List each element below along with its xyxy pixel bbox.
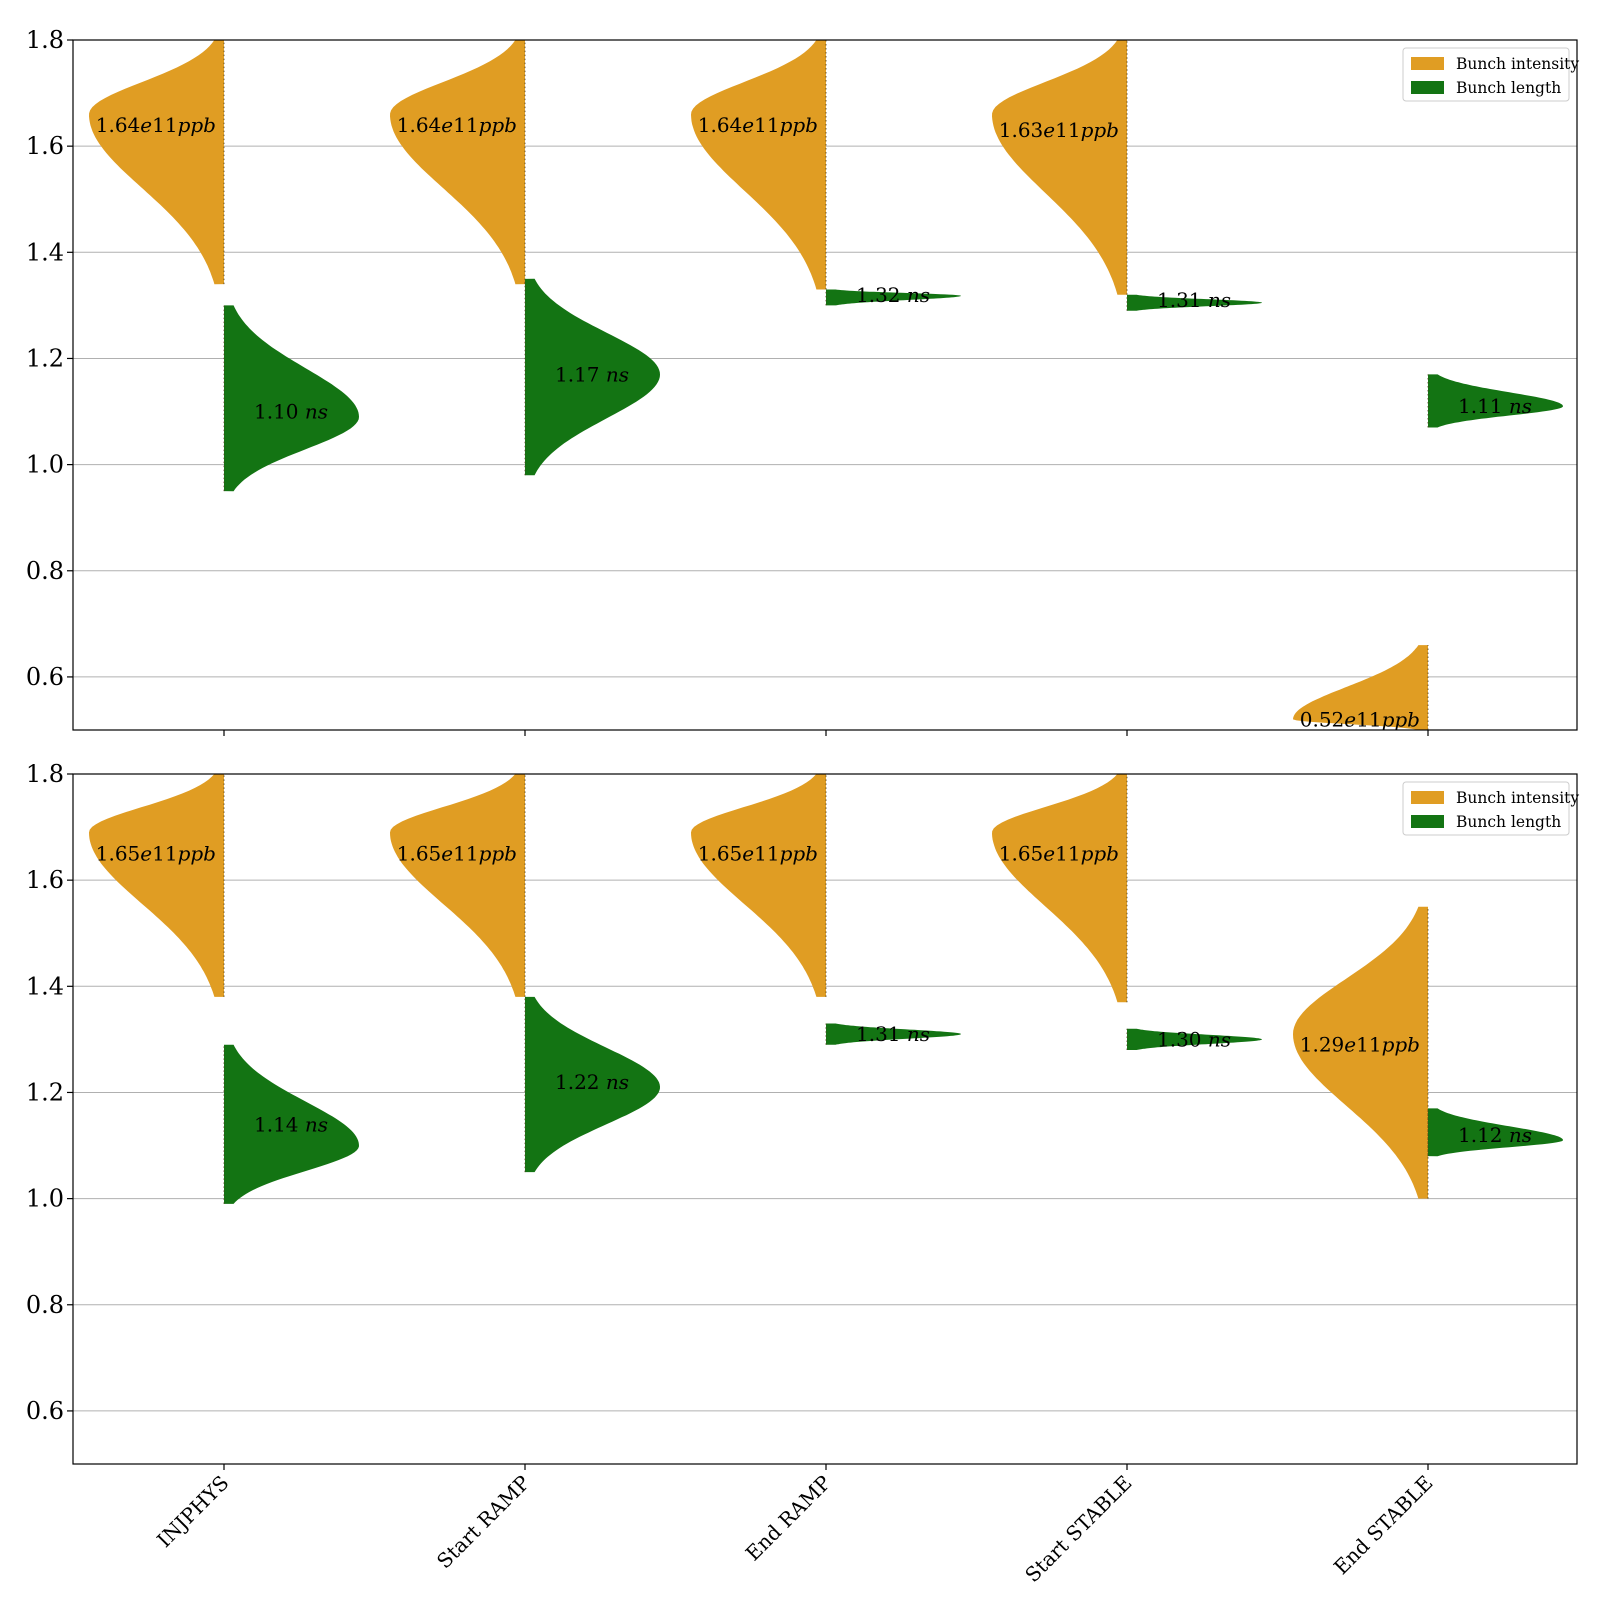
legend-label: Bunch intensity	[1456, 789, 1579, 807]
length-value-label: 1.12 ns	[1458, 1123, 1532, 1147]
violin-length-end-ramp	[826, 1023, 961, 1045]
length-value-label: 1.22 ns	[555, 1070, 629, 1094]
intensity-value-label: 0.52e11ppb	[1300, 707, 1420, 731]
intensity-value-label: 1.64e11ppb	[96, 113, 216, 137]
violin-length-injphys	[224, 1044, 359, 1204]
length-value-label: 1.11 ns	[1458, 394, 1532, 418]
length-value-label: 1.30 ns	[1157, 1027, 1231, 1051]
legend-swatch	[1411, 815, 1444, 828]
axes-frame	[72, 39, 1578, 731]
violin-length-start-ramp	[525, 996, 660, 1173]
panel-1: 0.6 0.8 1.0 1.2 1.4 1.6 1.8 1.64e11ppb 1.64e11pp…	[26, 26, 1579, 736]
y-tick-label: 1.6	[26, 866, 64, 894]
legend-swatch	[1411, 57, 1444, 70]
length-value-label: 1.17 ns	[555, 362, 629, 386]
plot-area	[89, 40, 1563, 730]
violin-intensity-injphys	[89, 774, 224, 997]
violin-length-end-ramp	[826, 289, 961, 306]
legend-label: Bunch length	[1456, 79, 1561, 97]
intensity-value-label: 1.64e11ppb	[397, 113, 517, 137]
legend-frame	[1402, 47, 1570, 102]
x-tick-label: INJPHYS	[152, 1471, 233, 1552]
y-tick-label: 1.2	[26, 344, 64, 372]
legend-label: Bunch length	[1456, 813, 1561, 831]
length-value-label: 1.32 ns	[856, 283, 930, 307]
legend: Bunch intensity Bunch length	[1402, 47, 1579, 102]
violin-intensity-end-ramp	[691, 774, 826, 997]
legend-label: Bunch intensity	[1456, 55, 1579, 73]
violin-length-start-ramp	[525, 278, 660, 476]
y-tick-label: 1.0	[26, 451, 64, 479]
y-tick-label: 1.8	[26, 760, 64, 788]
length-value-label: 1.14 ns	[254, 1112, 328, 1136]
intensity-value-label: 1.64e11ppb	[698, 113, 818, 137]
legend: Bunch intensity Bunch length	[1402, 781, 1579, 836]
violin-length-start-stable	[1127, 294, 1262, 311]
y-tick-label: 0.6	[26, 1397, 64, 1425]
length-value-label: 1.31 ns	[856, 1022, 930, 1046]
y-tick-label: 1.4	[26, 972, 64, 1000]
violin-length-end-stable	[1428, 374, 1563, 428]
intensity-value-label: 1.65e11ppb	[698, 842, 818, 866]
x-tick-label: Start STABLE	[1020, 1471, 1136, 1587]
intensity-value-label: 1.63e11ppb	[999, 118, 1119, 142]
y-tick-label: 1.4	[26, 238, 64, 266]
y-tick-label: 1.2	[26, 1078, 64, 1106]
violin-intensity-start-ramp	[390, 774, 525, 997]
violin-intensity-start-stable	[992, 774, 1127, 1003]
legend-swatch	[1411, 81, 1444, 94]
axes-frame	[72, 773, 1578, 1465]
x-tick-label: End STABLE	[1329, 1471, 1438, 1580]
y-tick-label: 1.0	[26, 1185, 64, 1213]
intensity-value-label: 1.65e11ppb	[96, 842, 216, 866]
y-tick-label: 0.8	[26, 557, 64, 585]
violin-length-injphys	[224, 305, 359, 492]
intensity-value-label: 1.65e11ppb	[397, 842, 517, 866]
violin-intensity-end-stable	[1293, 645, 1428, 730]
violin-intensity-end-stable	[1293, 906, 1428, 1199]
y-tick-label: 0.8	[26, 1291, 64, 1319]
panel-2: 0.6 0.8 1.0 1.2 1.4 1.6 1.8 1.65e11ppb 1.65e11pp…	[26, 760, 1579, 1470]
length-value-label: 1.10 ns	[254, 400, 328, 424]
violin-length-start-stable	[1127, 1028, 1262, 1050]
legend-swatch	[1411, 791, 1444, 804]
intensity-value-label: 1.65e11ppb	[999, 842, 1119, 866]
violin-intensity-end-ramp	[691, 40, 826, 290]
x-tick-label: End RAMP	[741, 1471, 836, 1566]
y-tick-label: 0.6	[26, 663, 64, 691]
violin-intensity-injphys	[89, 40, 224, 285]
length-value-label: 1.31 ns	[1157, 288, 1231, 312]
y-tick-label: 1.6	[26, 132, 64, 160]
plot-area	[89, 774, 1563, 1204]
violin-intensity-start-ramp	[390, 40, 525, 285]
x-tick-label: Start RAMP	[432, 1471, 535, 1574]
legend-frame	[1402, 781, 1570, 836]
intensity-value-label: 1.29e11ppb	[1300, 1033, 1420, 1057]
violin-intensity-start-stable	[992, 40, 1127, 295]
violin-length-end-stable	[1428, 1108, 1563, 1157]
y-tick-label: 1.8	[26, 26, 64, 54]
